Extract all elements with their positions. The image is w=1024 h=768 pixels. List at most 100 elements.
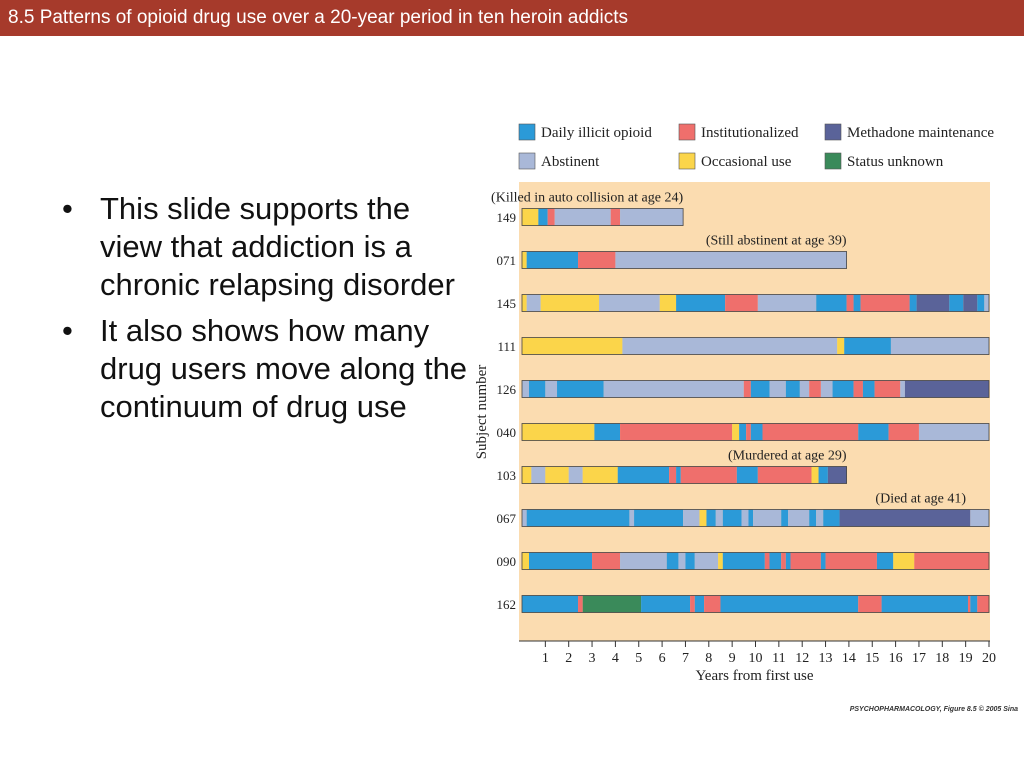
x-tick-label: 20 — [982, 651, 996, 666]
x-tick-label: 14 — [842, 651, 856, 666]
segment-daily — [748, 509, 754, 527]
subject-note: (Died at age 41) — [875, 492, 966, 507]
segment-institutionalized — [809, 380, 821, 398]
segment-daily — [785, 552, 791, 570]
subject-notes: (Killed in auto collision at age 24) (Sti… — [491, 191, 966, 507]
subject-bar-103 — [521, 466, 847, 484]
x-tick-label: 16 — [889, 651, 903, 666]
segment-daily — [739, 423, 747, 441]
segment-institutionalized — [690, 595, 695, 613]
segment-abstinent — [683, 509, 700, 527]
legend-swatch-daily — [518, 123, 536, 141]
segment-abstinent — [603, 380, 744, 398]
segment-daily — [769, 552, 782, 570]
segment-institutionalized — [914, 552, 989, 570]
bar-outline — [521, 595, 990, 613]
x-tick-label: 13 — [819, 651, 833, 666]
segment-daily — [676, 294, 726, 312]
segment-institutionalized — [967, 595, 971, 613]
subject-label: 126 — [497, 382, 517, 397]
legend-label-daily: Daily illicit opioid — [541, 125, 652, 141]
segment-abstinent — [526, 294, 541, 312]
segment-methadone — [827, 466, 847, 484]
segment-institutionalized — [790, 552, 821, 570]
legend-swatch-institutionalized — [678, 123, 696, 141]
legend-swatch-methadone — [824, 123, 842, 141]
segment-occasional — [811, 466, 819, 484]
segment-abstinent — [554, 208, 611, 226]
segment-occasional — [659, 294, 677, 312]
x-tick-label: 17 — [912, 651, 926, 666]
x-tick-label: 7 — [682, 651, 689, 666]
bar-outline — [521, 509, 990, 527]
subject-label: 149 — [497, 210, 517, 225]
segment-daily — [526, 509, 630, 527]
segment-daily — [685, 552, 695, 570]
x-tick-label: 6 — [659, 651, 666, 666]
segment-daily — [823, 509, 840, 527]
segment-institutionalized — [578, 251, 616, 269]
figure-credit: PSYCHOPHARMACOLOGY, Figure 8.5 © 2005 Si… — [849, 706, 1018, 713]
segment-institutionalized — [592, 552, 621, 570]
segment-abstinent — [788, 509, 810, 527]
x-tick-label: 15 — [865, 651, 879, 666]
subject-bar-111 — [521, 337, 990, 355]
segment-daily — [641, 595, 691, 613]
segment-methadone — [839, 509, 971, 527]
legend-label-methadone: Methadone maintenance — [847, 125, 994, 141]
segment-abstinent — [694, 552, 719, 570]
segment-daily — [949, 294, 964, 312]
segment-abstinent — [522, 380, 530, 398]
segment-daily — [617, 466, 670, 484]
segment-daily — [816, 294, 847, 312]
segment-daily — [720, 595, 859, 613]
bar-outline — [521, 466, 847, 484]
segment-abstinent — [629, 509, 635, 527]
segment-daily — [634, 509, 684, 527]
segment-occasional — [545, 466, 569, 484]
segment-daily — [909, 294, 917, 312]
subject-label: 071 — [497, 253, 517, 268]
subject-bar-090 — [521, 552, 990, 570]
segment-abstinent — [769, 380, 786, 398]
segment-abstinent — [820, 380, 833, 398]
segment-daily — [750, 380, 770, 398]
subject-label: 111 — [497, 339, 516, 354]
subject-label: 090 — [497, 554, 517, 569]
segment-occasional — [522, 294, 527, 312]
legend-label-occasional: Occasional use — [701, 154, 792, 170]
segment-abstinent — [741, 509, 749, 527]
segment-abstinent — [678, 552, 686, 570]
segment-abstinent — [757, 294, 817, 312]
segment-occasional — [522, 337, 623, 355]
x-tick-label: 2 — [565, 651, 572, 666]
segment-occasional — [540, 294, 600, 312]
bar-outline — [521, 208, 684, 226]
segment-occasional — [522, 552, 530, 570]
subject-bar-126 — [521, 380, 990, 398]
segment-daily — [858, 423, 889, 441]
segment-abstinent — [620, 208, 684, 226]
segment-daily — [557, 380, 604, 398]
segment-unknown — [582, 595, 642, 613]
segment-daily — [522, 595, 579, 613]
subject-bar-040 — [521, 423, 990, 441]
subject-bar-071 — [521, 251, 847, 269]
segment-institutionalized — [757, 466, 812, 484]
segment-daily — [750, 423, 763, 441]
x-tick-label: 18 — [935, 651, 949, 666]
bar-outline — [521, 380, 990, 398]
segment-abstinent — [522, 509, 527, 527]
segment-abstinent — [531, 466, 546, 484]
segment-occasional — [837, 337, 845, 355]
bullet-item: This slide supports the view that addict… — [56, 190, 476, 304]
subject-label: 162 — [497, 597, 517, 612]
segment-daily — [809, 509, 817, 527]
segment-daily — [781, 509, 789, 527]
bullet-list: This slide supports the view that addict… — [56, 190, 476, 434]
segment-occasional — [582, 466, 618, 484]
segment-institutionalized — [860, 294, 910, 312]
x-tick-label: 9 — [729, 651, 736, 666]
segment-institutionalized — [853, 380, 863, 398]
segment-daily — [844, 337, 891, 355]
